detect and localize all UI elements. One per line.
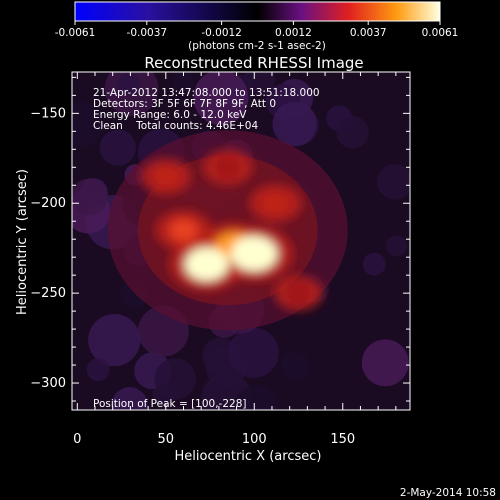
source-core	[230, 235, 278, 272]
noise-patch	[336, 116, 369, 149]
noise-patch	[362, 252, 386, 276]
noise-patch	[385, 235, 407, 257]
noise-patch	[281, 351, 310, 381]
chart-title: Reconstructed RHESSI Image	[144, 54, 363, 72]
noise-patch	[117, 73, 141, 97]
noise-patch	[361, 339, 409, 387]
noise-patch	[111, 387, 148, 410]
noise-patch	[234, 385, 278, 410]
annotation-peak-position: Position of Peak = [100,-228]	[93, 398, 247, 410]
colorbar	[74, 1, 441, 22]
annotation-clean: Clean Total counts: 4.46E+04	[93, 120, 258, 132]
colorbar-tick-label: 0.0037	[350, 27, 387, 39]
noise-patch	[72, 178, 108, 216]
y-tick-label: −250	[30, 286, 66, 301]
source-core	[286, 284, 311, 303]
noise-patch	[172, 72, 195, 93]
colorbar-ticks: -0.0061 -0.0037 -0.0012 0.0012 0.0037 0.0061	[55, 21, 459, 39]
heatmap-layer	[72, 72, 410, 410]
footer-date: 2-May-2014 10:58	[400, 487, 496, 499]
y-axis-label: Heliocentric Y (arcsec)	[15, 169, 30, 315]
annotation-energy-range: Energy Range: 6.0 - 12.0 keV	[93, 109, 247, 121]
colorbar-tick-label: 0.0061	[422, 27, 459, 39]
source-core	[153, 166, 179, 186]
x-tick-label: 150	[330, 432, 355, 447]
annotation-detectors: Detectors: 3F 5F 6F 7F 8F 9F, Att 0	[93, 98, 276, 110]
source-core	[262, 193, 289, 214]
noise-patch	[193, 72, 249, 126]
noise-patch	[376, 163, 410, 200]
source-core	[215, 157, 240, 177]
x-axis-label: Heliocentric X (arcsec)	[175, 449, 322, 464]
noise-patch	[88, 313, 141, 367]
noise-patch	[154, 358, 197, 400]
colorbar-tick-label: -0.0061	[55, 27, 96, 39]
noise-patch	[272, 101, 317, 147]
x-tick-label: 0	[73, 432, 81, 447]
y-tick-label: −200	[30, 196, 66, 211]
y-tick-label: −300	[30, 376, 66, 391]
noise-patch	[99, 129, 137, 166]
emission-sources	[140, 149, 324, 311]
x-tick-label: 100	[242, 432, 267, 447]
colorbar-tick-label: -0.0037	[127, 27, 168, 39]
noise-patch	[72, 101, 103, 147]
noise-patch	[228, 327, 279, 378]
colorbar-tick-label: -0.0012	[201, 27, 242, 39]
y-axis: −150 −200 −250 −300	[30, 76, 410, 402]
y-tick-label: −150	[30, 106, 66, 121]
noise-patch	[86, 358, 110, 382]
x-axis: 0 50 100 150	[73, 72, 397, 447]
annotation-time-range: 21-Apr-2012 13:47:08.000 to 13:51:18.000	[93, 87, 320, 99]
source-core	[168, 218, 199, 242]
colorbar-unit-label: (photons cm-2 s-1 asec-2)	[188, 40, 326, 52]
plot-frame	[71, 71, 411, 411]
x-tick-label: 50	[158, 432, 175, 447]
source-core	[184, 247, 229, 282]
colorbar-tick-label: 0.0012	[275, 27, 312, 39]
